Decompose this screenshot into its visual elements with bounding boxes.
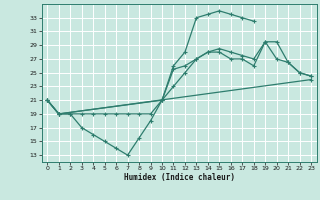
- X-axis label: Humidex (Indice chaleur): Humidex (Indice chaleur): [124, 173, 235, 182]
